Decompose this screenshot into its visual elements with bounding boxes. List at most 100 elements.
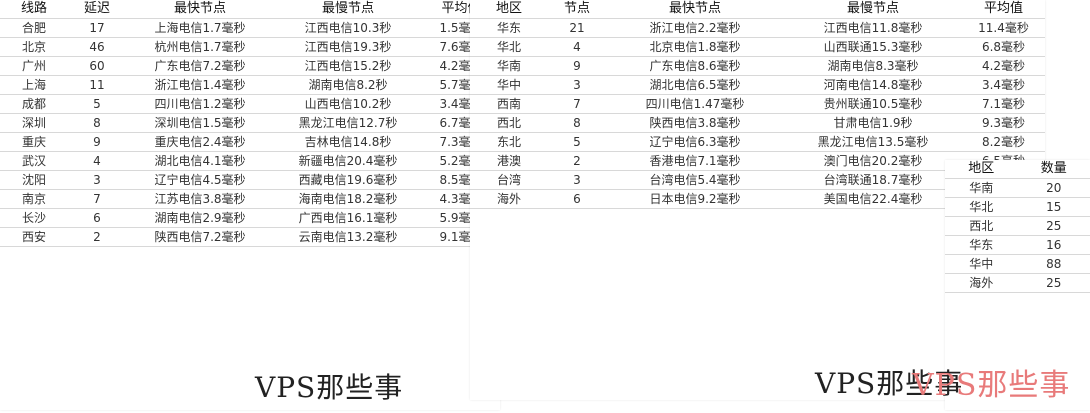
table-cell: 西北 — [470, 113, 548, 133]
table-cell: 河南电信14.8毫秒 — [784, 75, 962, 95]
watermark-left: VPS那些事 — [255, 371, 404, 404]
table-cell: 西藏电信19.6毫秒 — [274, 170, 422, 190]
table-cell: 重庆电信2.4毫秒 — [126, 132, 274, 152]
table-cell: 台湾 — [470, 170, 548, 190]
table-cell: 江苏电信3.8毫秒 — [126, 189, 274, 209]
table-cell: 南京 — [0, 189, 68, 209]
table-cell: 北京 — [0, 37, 68, 57]
table-cell: 杭州电信1.7毫秒 — [126, 37, 274, 57]
table-cell: 25 — [1017, 273, 1090, 293]
table-row: 重庆 9 重庆电信2.4毫秒 吉林电信14.8秒 7.3毫秒 — [0, 132, 500, 152]
table-cell: 深圳电信1.5毫秒 — [126, 113, 274, 133]
table-row: 南京 7 江苏电信3.8毫秒 海南电信18.2毫秒 4.3毫秒 — [0, 189, 500, 209]
table-cell: 陕西电信3.8毫秒 — [606, 113, 784, 133]
table-cell: 60 — [68, 56, 126, 76]
table-cell: 11.4毫秒 — [962, 18, 1045, 38]
table-cell: 广东电信8.6毫秒 — [606, 56, 784, 76]
table-row: 华东 21 浙江电信2.2毫秒 江西电信11.8毫秒 11.4毫秒 — [470, 18, 1045, 38]
table-cell: 甘肃电信1.9秒 — [784, 113, 962, 133]
table-cell: 20 — [1017, 178, 1090, 198]
table-row: 华东 16 — [945, 235, 1090, 255]
table-row: 沈阳 3 辽宁电信4.5毫秒 西藏电信19.6毫秒 8.5毫秒 — [0, 170, 500, 190]
table-header-row: 地区 节点 最快节点 最慢节点 平均值 — [470, 0, 1045, 19]
table-cell: 华北 — [470, 37, 548, 57]
watermark-right: VPS那些事 — [912, 368, 1071, 403]
table-row: 长沙 6 湖南电信2.9毫秒 广西电信16.1毫秒 5.9毫秒 — [0, 208, 500, 228]
table-cell: 广西电信16.1毫秒 — [274, 208, 422, 228]
table-cell: 深圳 — [0, 113, 68, 133]
table-cell: 6 — [548, 189, 606, 209]
table-cell: 山西联通15.3毫秒 — [784, 37, 962, 57]
column-header: 线路 — [0, 0, 68, 19]
table-cell: 8.2毫秒 — [962, 132, 1045, 152]
table-row: 北京 46 杭州电信1.7毫秒 江西电信19.3秒 7.6毫秒 — [0, 37, 500, 57]
table-row: 华南 20 — [945, 178, 1090, 198]
table-cell: 3 — [68, 170, 126, 190]
table-cell: 江西电信10.3秒 — [274, 18, 422, 38]
table-cell: 辽宁电信6.3毫秒 — [606, 132, 784, 152]
table-cell: 华南 — [945, 178, 1018, 198]
table-cell: 4 — [548, 37, 606, 57]
table-cell: 华南 — [470, 56, 548, 76]
table-cell: 浙江电信2.2毫秒 — [606, 18, 784, 38]
table-cell: 3 — [548, 170, 606, 190]
table-row: 武汉 4 湖北电信4.1毫秒 新疆电信20.4毫秒 5.2毫秒 — [0, 151, 500, 171]
table-cell: 6 — [68, 208, 126, 228]
table-cell: 湖南电信8.3毫秒 — [784, 56, 962, 76]
table-cell: 江西电信11.8毫秒 — [784, 18, 962, 38]
table-cell: 四川电信1.2毫秒 — [126, 94, 274, 114]
table-cell: 9 — [548, 56, 606, 76]
table-cell: 美国电信22.4毫秒 — [784, 189, 962, 209]
table-row: 成都 5 四川电信1.2毫秒 山西电信10.2秒 3.4毫秒 — [0, 94, 500, 114]
table-cell: 吉林电信14.8秒 — [274, 132, 422, 152]
table-cell: 海南电信18.2毫秒 — [274, 189, 422, 209]
table-cell: 湖南电信8.2秒 — [274, 75, 422, 95]
table-row: 西南 7 四川电信1.47毫秒 贵州联通10.5毫秒 7.1毫秒 — [470, 94, 1045, 114]
main-latency-panel: 线路 延迟 最快节点 最慢节点 平均值 合肥 17 上海电信1.7毫秒 江西电信10.… — [0, 0, 500, 410]
column-header: 最快节点 — [126, 0, 274, 19]
table-cell: 16 — [1017, 235, 1090, 255]
table-cell: 华东 — [945, 235, 1018, 255]
table-cell: 西安 — [0, 227, 68, 247]
table-cell: 浙江电信1.4毫秒 — [126, 75, 274, 95]
table-row: 合肥 17 上海电信1.7毫秒 江西电信10.3秒 1.5毫秒 — [0, 18, 500, 38]
table-row: 深圳 8 深圳电信1.5毫秒 黑龙江电信12.7秒 6.7毫秒 — [0, 113, 500, 133]
table-header-row: 线路 延迟 最快节点 最慢节点 平均值 — [0, 0, 500, 19]
table-cell: 长沙 — [0, 208, 68, 228]
column-header: 最快节点 — [606, 0, 784, 19]
table-cell: 8 — [548, 113, 606, 133]
table-cell: 7.1毫秒 — [962, 94, 1045, 114]
table-cell: 澳门电信20.2毫秒 — [784, 151, 962, 171]
table-cell: 6.8毫秒 — [962, 37, 1045, 57]
table-cell: 湖南电信2.9毫秒 — [126, 208, 274, 228]
table-row: 华中 3 湖北电信6.5毫秒 河南电信14.8毫秒 3.4毫秒 — [470, 75, 1045, 95]
table-cell: 江西电信19.3秒 — [274, 37, 422, 57]
table-cell: 4 — [68, 151, 126, 171]
table-row: 华中 88 — [945, 254, 1090, 274]
table-cell: 25 — [1017, 216, 1090, 236]
table-cell: 46 — [68, 37, 126, 57]
table-cell: 重庆 — [0, 132, 68, 152]
table-cell: 成都 — [0, 94, 68, 114]
table-cell: 华中 — [945, 254, 1018, 274]
table-cell: 11 — [68, 75, 126, 95]
table-cell: 2 — [68, 227, 126, 247]
table-cell: 7 — [548, 94, 606, 114]
table-cell: 88 — [1017, 254, 1090, 274]
table-row: 上海 11 浙江电信1.4毫秒 湖南电信8.2秒 5.7毫秒 — [0, 75, 500, 95]
table-cell: 海外 — [470, 189, 548, 209]
column-header: 地区 — [470, 0, 548, 19]
table-cell: 17 — [68, 18, 126, 38]
table-row: 西北 25 — [945, 216, 1090, 236]
column-header: 地区 — [945, 160, 1018, 179]
table-cell: 9.3毫秒 — [962, 113, 1045, 133]
table-cell: 新疆电信20.4毫秒 — [274, 151, 422, 171]
table-row: 华北 15 — [945, 197, 1090, 217]
table-cell: 西北 — [945, 216, 1018, 236]
table-cell: 4.2毫秒 — [962, 56, 1045, 76]
table-header-row: 地区 数量 — [945, 160, 1090, 179]
table-cell: 黑龙江电信12.7秒 — [274, 113, 422, 133]
table-row: 海外 25 — [945, 273, 1090, 293]
table-cell: 华中 — [470, 75, 548, 95]
table-row: 华北 4 北京电信1.8毫秒 山西联通15.3毫秒 6.8毫秒 — [470, 37, 1045, 57]
